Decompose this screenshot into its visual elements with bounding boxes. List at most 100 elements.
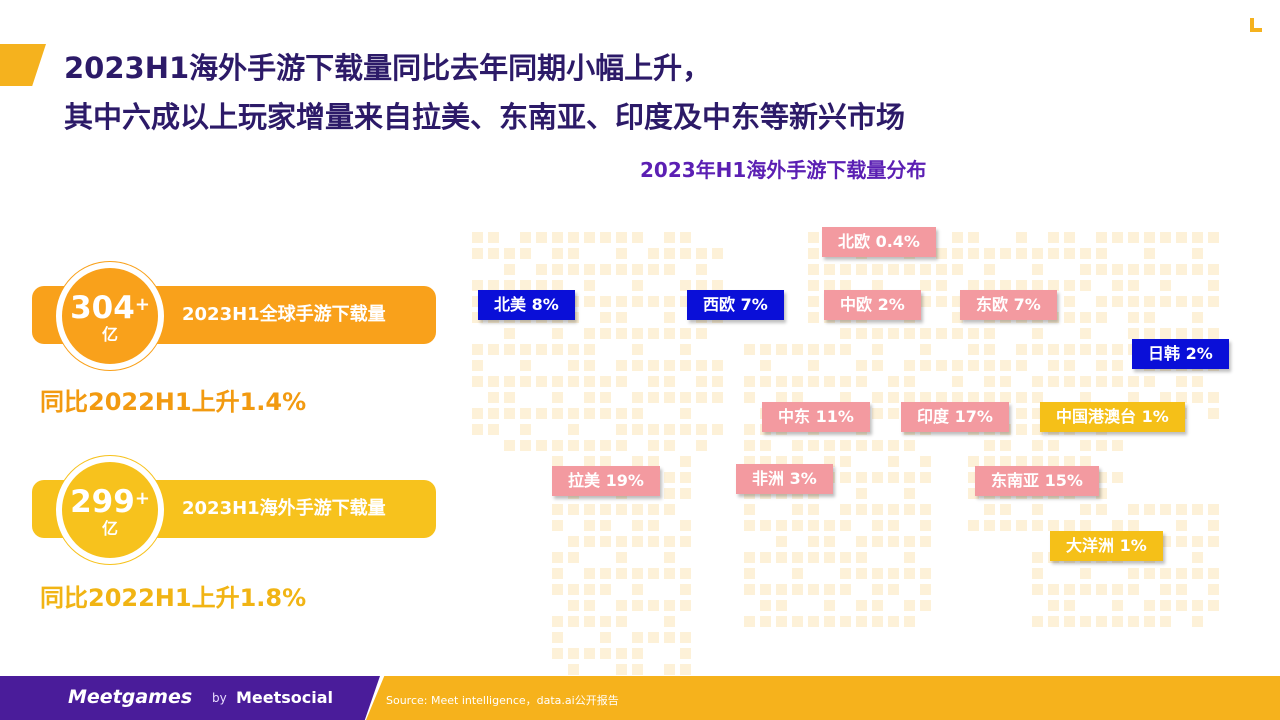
- map-dot: [1192, 248, 1203, 259]
- map-dot: [1000, 456, 1011, 467]
- map-dot: [840, 440, 851, 451]
- map-dot: [552, 264, 563, 275]
- map-dot: [872, 440, 883, 451]
- map-dot: [1064, 280, 1075, 291]
- map-dot: [632, 264, 643, 275]
- overseas-downloads-plus: +: [134, 487, 150, 509]
- map-dot: [504, 408, 515, 419]
- map-dot: [648, 504, 659, 515]
- map-dot: [904, 392, 915, 403]
- map-dot: [968, 488, 979, 499]
- map-dot: [1080, 248, 1091, 259]
- map-dot: [1016, 408, 1027, 419]
- map-dot: [776, 536, 787, 547]
- map-dot: [744, 376, 755, 387]
- map-dot: [488, 280, 499, 291]
- map-dot: [568, 648, 579, 659]
- map-dot: [792, 504, 803, 515]
- map-dot: [840, 568, 851, 579]
- map-dot: [760, 616, 771, 627]
- map-dot: [1128, 280, 1139, 291]
- map-dot: [520, 360, 531, 371]
- map-dot: [520, 376, 531, 387]
- map-dot: [904, 264, 915, 275]
- map-dot: [648, 456, 659, 467]
- map-dot: [1080, 456, 1091, 467]
- map-dot: [872, 504, 883, 515]
- map-dot: [1112, 264, 1123, 275]
- map-dot: [696, 440, 707, 451]
- map-dot: [1112, 584, 1123, 595]
- map-dot: [1112, 600, 1123, 611]
- map-dot: [600, 296, 611, 307]
- map-dot: [1032, 520, 1043, 531]
- map-dot: [808, 504, 819, 515]
- map-dot: [744, 504, 755, 515]
- map-dot: [616, 328, 627, 339]
- map-dot: [760, 552, 771, 563]
- map-dot: [920, 344, 931, 355]
- map-dot: [840, 552, 851, 563]
- map-dot: [856, 504, 867, 515]
- map-dot: [1048, 520, 1059, 531]
- map-dot: [904, 488, 915, 499]
- map-dot: [568, 424, 579, 435]
- map-dot: [1048, 360, 1059, 371]
- map-dot: [584, 520, 595, 531]
- map-dot: [632, 648, 643, 659]
- map-dot: [840, 280, 851, 291]
- map-dot: [904, 328, 915, 339]
- map-dot: [664, 552, 675, 563]
- map-dot: [1032, 504, 1043, 515]
- map-dot: [1128, 616, 1139, 627]
- map-dot: [968, 456, 979, 467]
- map-dot: [520, 344, 531, 355]
- map-dot: [568, 616, 579, 627]
- map-dot: [808, 248, 819, 259]
- map-dot: [856, 568, 867, 579]
- map-dot: [872, 360, 883, 371]
- global-downloads-badge: 304+ 亿: [56, 262, 164, 370]
- map-dot: [584, 344, 595, 355]
- map-dot: [920, 520, 931, 531]
- map-dot: [584, 264, 595, 275]
- map-dot: [968, 392, 979, 403]
- map-dot: [568, 360, 579, 371]
- map-dot: [1080, 504, 1091, 515]
- map-dot: [1160, 328, 1171, 339]
- map-dot: [904, 616, 915, 627]
- meetsocial-logo: Meetsocial: [236, 688, 334, 707]
- map-dot: [1112, 376, 1123, 387]
- map-dot: [1144, 504, 1155, 515]
- map-dot: [648, 536, 659, 547]
- map-dot: [664, 568, 675, 579]
- map-dot: [888, 328, 899, 339]
- map-dot: [1080, 328, 1091, 339]
- map-dot: [968, 280, 979, 291]
- map-dot: [824, 616, 835, 627]
- map-dot: [984, 456, 995, 467]
- map-dot: [664, 664, 675, 675]
- map-dot: [616, 616, 627, 627]
- map-dot: [760, 344, 771, 355]
- map-dot: [808, 440, 819, 451]
- map-dot: [1064, 584, 1075, 595]
- map-dot: [1032, 424, 1043, 435]
- map-dot: [664, 392, 675, 403]
- map-dot: [1064, 344, 1075, 355]
- map-dot: [648, 248, 659, 259]
- map-dot: [1032, 408, 1043, 419]
- map-dot: [760, 456, 771, 467]
- map-dot: [856, 264, 867, 275]
- map-dot: [1032, 264, 1043, 275]
- map-dot: [552, 568, 563, 579]
- map-dot: [600, 312, 611, 323]
- map-dot: [808, 552, 819, 563]
- map-dot: [648, 424, 659, 435]
- map-dot: [664, 536, 675, 547]
- global-downloads-label: 2023H1全球手游下载量: [182, 304, 386, 325]
- map-dot: [920, 360, 931, 371]
- map-dot: [760, 376, 771, 387]
- map-dot: [1016, 344, 1027, 355]
- map-dot: [840, 264, 851, 275]
